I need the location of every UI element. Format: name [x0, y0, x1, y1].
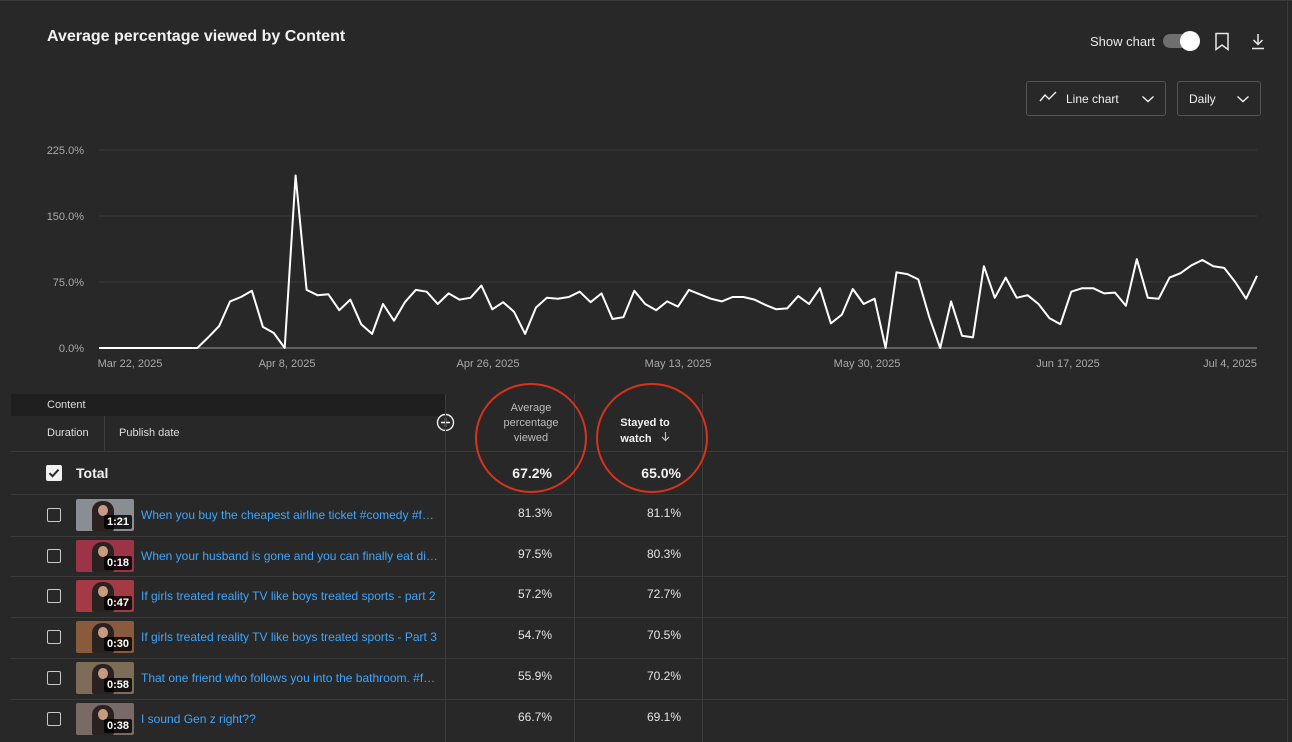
thumbnail-face — [98, 545, 108, 557]
line-chart-icon — [1039, 91, 1057, 106]
y-tick-label: 225.0% — [47, 145, 85, 157]
table-row[interactable]: 1:21 When you buy the cheapest airline ti… — [11, 495, 1288, 536]
table-row[interactable]: 0:47 If girls treated reality TV like boy… — [11, 576, 1288, 617]
x-tick-label: May 30, 2025 — [834, 358, 901, 370]
publish-date-column-header[interactable]: Publish date — [119, 427, 180, 439]
x-tick-label: Apr 8, 2025 — [259, 358, 316, 370]
video-title-link[interactable]: If girls treated reality TV like boys tr… — [141, 630, 437, 645]
chevron-down-icon — [1236, 93, 1250, 107]
video-duration: 0:30 — [103, 637, 132, 652]
video-thumbnail[interactable]: 0:47 — [76, 580, 134, 613]
right-border — [1287, 0, 1288, 742]
video-thumbnail[interactable]: 0:58 — [76, 661, 134, 694]
row-divider — [11, 698, 1288, 700]
show-chart-label: Show chart — [1090, 34, 1156, 49]
table-header-bar — [11, 394, 445, 416]
highlight-circle — [596, 383, 708, 493]
x-tick-label: Mar 22, 2025 — [98, 358, 163, 370]
video-title-link[interactable]: That one friend who follows you into the… — [141, 670, 438, 685]
table-row[interactable]: 0:30 If girls treated reality TV like boy… — [11, 617, 1288, 658]
column-divider — [445, 394, 446, 742]
chart-type-label: Line chart — [1066, 91, 1119, 106]
content-column-header[interactable]: Content — [47, 399, 86, 411]
granularity-dropdown[interactable]: Daily — [1177, 81, 1261, 116]
granularity-label: Daily — [1189, 91, 1216, 106]
highlight-circle — [475, 383, 587, 493]
download-icon[interactable] — [1250, 33, 1266, 55]
video-duration: 0:38 — [103, 718, 132, 733]
x-tick-label: Jun 17, 2025 — [1036, 358, 1100, 370]
row-divider — [11, 535, 1288, 537]
row-divider — [11, 657, 1288, 659]
stayed-to-watch-value: 69.1% — [646, 709, 681, 724]
video-thumbnail[interactable]: 0:30 — [76, 621, 134, 654]
row-divider — [11, 576, 1288, 578]
row-checkbox[interactable] — [47, 548, 61, 563]
avg-percentage-viewed-value: 81.3% — [517, 506, 552, 520]
check-icon — [48, 468, 59, 478]
column-divider — [574, 394, 575, 742]
thumbnail-face — [98, 505, 108, 516]
row-checkbox[interactable] — [47, 508, 61, 522]
avg-percentage-viewed-value: 57.2% — [517, 587, 552, 602]
video-title-link[interactable]: When your husband is gone and you can fi… — [141, 548, 438, 563]
video-duration: 0:47 — [103, 596, 132, 611]
series-line — [99, 174, 1258, 349]
chevron-down-icon — [1141, 93, 1155, 107]
stayed-to-watch-value: 70.5% — [646, 628, 681, 643]
y-tick-label: 0.0% — [59, 343, 84, 355]
video-title-link[interactable]: I sound Gen z right?? — [141, 711, 256, 726]
video-title-link[interactable]: If girls treated reality TV like boys tr… — [141, 589, 436, 604]
row-divider — [11, 617, 1288, 619]
show-chart-toggle[interactable] — [1163, 31, 1200, 51]
row-checkbox[interactable] — [47, 670, 61, 685]
avg-percentage-viewed-value: 54.7% — [517, 628, 552, 643]
table-row[interactable]: 0:18 When your husband is gone and you ca… — [11, 536, 1288, 577]
video-duration: 0:58 — [103, 677, 132, 692]
table-row[interactable]: 0:38 I sound Gen z right?? 66.7% 69.1% — [11, 699, 1288, 740]
line-chart: 0.0% 75.0% 150.0% 225.0% Mar 22, 2025 Apr 8, … — [47, 145, 1258, 370]
video-thumbnail[interactable]: 0:38 — [76, 702, 134, 735]
column-divider — [702, 394, 703, 742]
report-title: Average percentage viewed by Content — [47, 28, 346, 45]
row-checkbox[interactable] — [47, 711, 61, 726]
video-duration: 0:18 — [103, 555, 132, 570]
y-tick-label: 75.0% — [53, 277, 84, 289]
chart-type-dropdown[interactable]: Line chart — [1026, 81, 1166, 116]
bookmark-icon[interactable] — [1214, 32, 1230, 56]
stayed-to-watch-value: 81.1% — [646, 506, 681, 520]
video-duration: 1:21 — [103, 515, 132, 529]
thumbnail-face — [98, 708, 108, 720]
x-tick-label: Jul 4, 2025 — [1203, 358, 1257, 370]
stayed-to-watch-value: 70.2% — [646, 668, 681, 683]
table-row[interactable]: 0:58 That one friend who follows you into… — [11, 658, 1288, 699]
row-checkbox[interactable] — [47, 630, 61, 645]
total-label: Total — [76, 465, 109, 481]
video-thumbnail[interactable]: 0:18 — [76, 539, 134, 572]
column-divider — [104, 416, 105, 452]
top-border — [0, 0, 1292, 1]
total-checkbox[interactable] — [46, 465, 62, 481]
duration-column-header[interactable]: Duration — [47, 427, 89, 439]
thumbnail-face — [98, 667, 108, 679]
thumbnail-face — [98, 627, 108, 639]
avg-percentage-viewed-value: 97.5% — [517, 546, 552, 561]
x-tick-label: May 13, 2025 — [645, 358, 712, 370]
video-thumbnail[interactable]: 1:21 — [76, 499, 134, 531]
row-checkbox[interactable] — [47, 589, 61, 604]
thumbnail-face — [98, 586, 108, 598]
row-divider — [11, 494, 1288, 495]
avg-percentage-viewed-value: 55.9% — [517, 668, 552, 683]
y-tick-label: 150.0% — [47, 211, 85, 223]
x-tick-label: Apr 26, 2025 — [457, 358, 520, 370]
video-title-link[interactable]: When you buy the cheapest airline ticket… — [141, 508, 438, 522]
avg-percentage-viewed-value: 66.7% — [517, 709, 552, 724]
stayed-to-watch-value: 72.7% — [646, 587, 681, 602]
toggle-knob — [1180, 31, 1200, 51]
stayed-to-watch-value: 80.3% — [646, 546, 681, 561]
